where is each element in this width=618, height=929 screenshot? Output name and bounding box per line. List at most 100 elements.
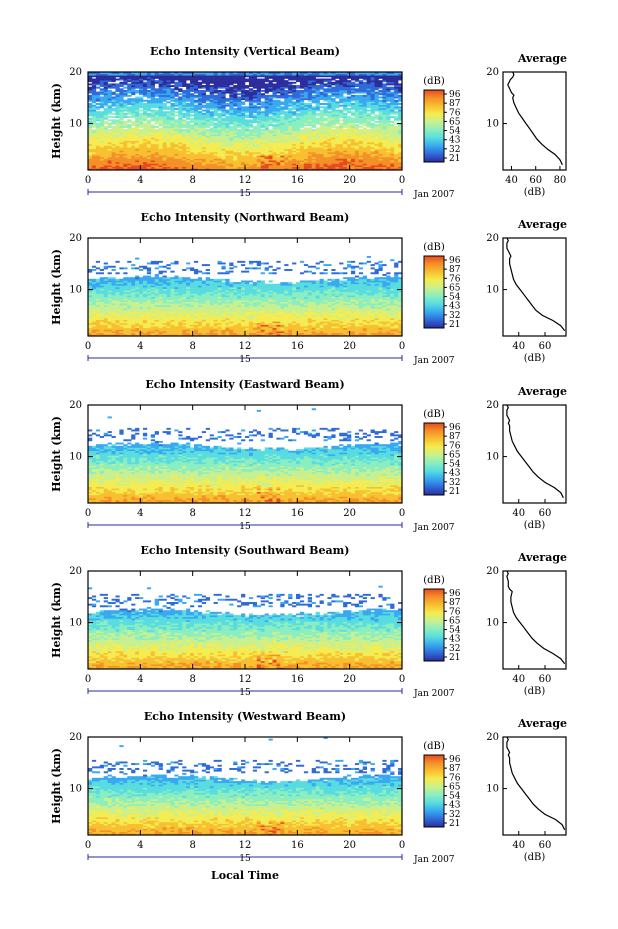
panel-title: Echo Intensity (Eastward Beam) [145, 378, 344, 391]
profile-line [506, 237, 566, 332]
month-label: Jan 2007 [413, 855, 455, 865]
y-tick-label: 20 [69, 400, 82, 411]
profile-x-tick-label: 40 [512, 840, 525, 851]
x-tick-label: 8 [189, 508, 195, 519]
colorbar-tick-label: 43 [449, 136, 461, 146]
x-tick-label: 4 [137, 175, 143, 186]
y-tick-label: 10 [69, 285, 82, 296]
profile-x-tick-label: 40 [512, 341, 525, 352]
panel-3: Echo Intensity (Southward Beam) 20 10 Heigh… [50, 544, 567, 699]
heatmap-cells [88, 737, 403, 836]
profile-x-tick-label: 40 [505, 175, 518, 186]
colorbar-tick-label: 32 [449, 644, 460, 654]
profile-title: Average [517, 717, 567, 730]
colorbar-tick-label: 43 [449, 801, 461, 811]
profile-frame [502, 237, 567, 337]
colorbar [423, 255, 445, 329]
date-label: 15 [239, 189, 251, 199]
profile-x-tick-label: 40 [512, 674, 525, 685]
profile-x-tick-label: 60 [539, 508, 552, 519]
profile-y-tick-label: 20 [486, 67, 499, 78]
x-tick-label: 0 [399, 341, 405, 352]
x-tick-label: 16 [291, 341, 304, 352]
date-label: 15 [239, 355, 251, 365]
colorbar-tick-label: 43 [449, 302, 461, 312]
colorbar-tick-label: 96 [449, 256, 461, 266]
date-label: 15 [239, 522, 251, 532]
month-label: Jan 2007 [413, 190, 455, 200]
colorbar-tick-label: 76 [449, 773, 461, 783]
profile-x-axis-label: (dB) [524, 852, 546, 863]
colorbar-tick-label: 65 [449, 782, 461, 792]
month-label: Jan 2007 [413, 523, 455, 533]
profile-x-tick-label: 40 [512, 508, 525, 519]
y-tick-label: 20 [69, 67, 82, 78]
x-tick-label: 0 [85, 674, 91, 685]
colorbar-tick-label: 32 [449, 478, 460, 488]
profile-title: Average [517, 52, 567, 65]
y-axis-label: Height (km) [50, 582, 63, 658]
colorbar-tick-label: 96 [449, 423, 461, 433]
x-tick-label: 0 [85, 341, 91, 352]
colorbar-tick-label: 65 [449, 283, 461, 293]
colorbar-tick-label: 76 [449, 274, 461, 284]
month-label: Jan 2007 [413, 356, 455, 366]
heatmap-cells [88, 255, 403, 337]
profile-frame [502, 736, 567, 836]
colorbar-tick-label: 43 [449, 635, 461, 645]
x-tick-label: 12 [239, 341, 252, 352]
x-tick-label: 4 [137, 508, 143, 519]
y-axis-label: Height (km) [50, 748, 63, 824]
colorbar-tick-label: 21 [449, 320, 460, 330]
x-tick-label: 12 [239, 175, 252, 186]
x-tick-label: 12 [239, 674, 252, 685]
profile-title: Average [517, 385, 567, 398]
x-tick-label: 0 [85, 840, 91, 851]
colorbar-tick-label: 21 [449, 154, 460, 164]
x-tick-label: 20 [343, 674, 356, 685]
y-axis-label: Height (km) [50, 416, 63, 492]
profile-x-axis-label: (dB) [524, 187, 546, 198]
colorbar-tick-label: 87 [449, 598, 461, 608]
profile-y-tick-label: 20 [486, 400, 499, 411]
colorbar-tick-label: 87 [449, 432, 461, 442]
colorbar-tick-label: 87 [449, 265, 461, 275]
panel-0: Echo Intensity (Vertical Beam) 20 10 Height… [50, 45, 567, 200]
y-tick-label: 20 [69, 566, 82, 577]
profile-title: Average [517, 218, 567, 231]
colorbar-tick-label: 65 [449, 450, 461, 460]
profile-y-tick-label: 20 [486, 566, 499, 577]
colorbar-tick-label: 96 [449, 755, 461, 765]
x-tick-label: 0 [399, 674, 405, 685]
date-label: 15 [239, 688, 251, 698]
profile-x-tick-label: 80 [554, 175, 567, 186]
x-axis-label: Local Time [211, 869, 279, 882]
profile-y-tick-label: 20 [486, 233, 499, 244]
panel-title: Echo Intensity (Westward Beam) [144, 710, 346, 723]
colorbar-tick-label: 54 [449, 460, 461, 470]
x-tick-label: 0 [399, 508, 405, 519]
colorbar-tick-label: 76 [449, 441, 461, 451]
profile-y-tick-label: 10 [486, 285, 499, 296]
x-tick-label: 20 [343, 508, 356, 519]
colorbar-tick-label: 65 [449, 117, 461, 127]
x-tick-label: 8 [189, 175, 195, 186]
panel-4: Echo Intensity (Westward Beam) 20 10 Height… [50, 710, 567, 865]
profile-frame [502, 71, 567, 171]
heatmap-cells [88, 585, 403, 670]
profile-x-axis-label: (dB) [524, 353, 546, 364]
month-label: Jan 2007 [413, 689, 455, 699]
x-tick-label: 12 [239, 508, 252, 519]
colorbar-tick-label: 65 [449, 616, 461, 626]
x-tick-label: 8 [189, 674, 195, 685]
colorbar-tick-label: 21 [449, 653, 460, 663]
colorbar-tick-label: 87 [449, 99, 461, 109]
panel-title: Echo Intensity (Southward Beam) [141, 544, 350, 557]
profile-x-axis-label: (dB) [524, 686, 546, 697]
profile-y-tick-label: 10 [486, 784, 499, 795]
profile-x-tick-label: 60 [539, 674, 552, 685]
profile-line [506, 570, 566, 665]
profile-line [506, 404, 564, 499]
profile-x-tick-label: 60 [539, 341, 552, 352]
